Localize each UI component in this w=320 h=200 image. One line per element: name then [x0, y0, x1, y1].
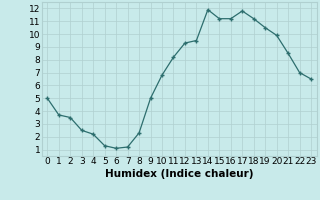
X-axis label: Humidex (Indice chaleur): Humidex (Indice chaleur) [105, 169, 253, 179]
